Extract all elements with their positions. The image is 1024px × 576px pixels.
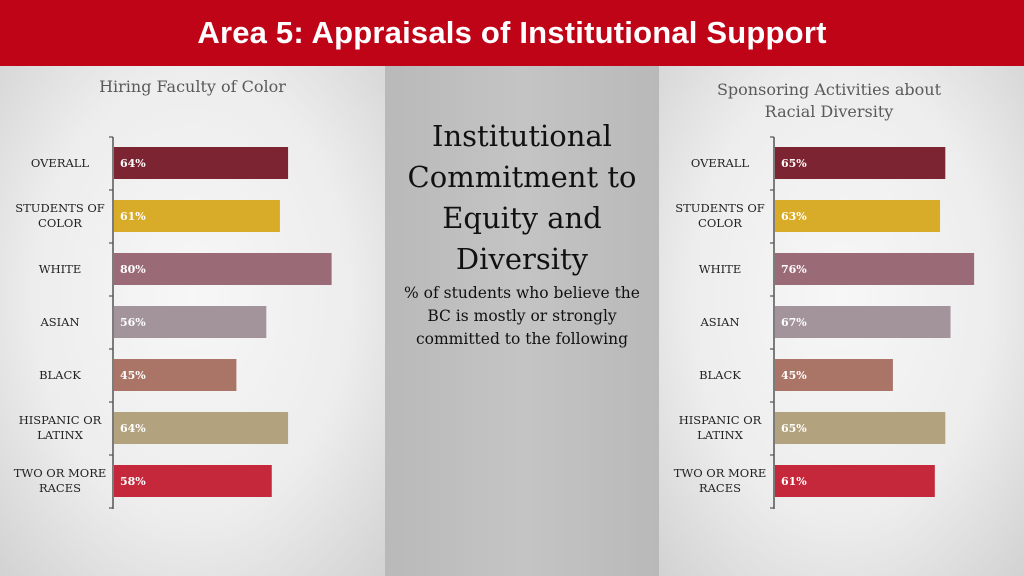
right-category-label-students-of-color: STUDENTS OF COLOR [675,201,765,230]
left-category-label-white: WHITE [39,262,81,276]
right-category-label-overall: OVERALL [691,156,750,170]
right-value-label-black: 45% [781,369,807,382]
left-value-label-two-or-more-races: 58% [120,475,146,488]
left-bar-hispanic-or-latinx [114,412,289,444]
right-bar-students-of-color [775,200,941,232]
right-value-label-asian: 67% [781,316,807,329]
left-value-label-hispanic-or-latinx: 64% [120,422,146,435]
right-bar-white [775,253,975,285]
center-title: Institutional Commitment to Equity and D… [407,119,637,276]
left-value-label-black: 45% [120,369,146,382]
left-category-label-two-or-more-races: TWO OR MORE RACES [14,466,107,495]
left-category-label-black: BLACK [39,368,81,382]
center-panel [385,66,659,576]
left-bar-white [114,253,332,285]
left-value-label-students-of-color: 61% [120,210,146,223]
center-subtitle: % of students who believe the BC is most… [404,284,640,348]
left-category-label-students-of-color: STUDENTS OF COLOR [15,201,105,230]
right-category-label-hispanic-or-latinx: HISPANIC OR LATINX [679,413,762,442]
right-bar-two-or-more-races [775,465,935,497]
left-value-label-overall: 64% [120,157,146,170]
right-value-label-two-or-more-races: 61% [781,475,807,488]
left-category-label-hispanic-or-latinx: HISPANIC OR LATINX [19,413,102,442]
left-bar-students-of-color [114,200,280,232]
header-bar: Area 5: Appraisals of Institutional Supp… [0,0,1024,66]
right-bar-black [775,359,893,391]
left-bar-two-or-more-races [114,465,272,497]
left-bar-overall [114,147,289,179]
left-chart-title: Hiring Faculty of Color [99,77,286,96]
right-bar-asian [775,306,951,338]
left-bar-asian [114,306,267,338]
left-value-label-white: 80% [120,263,146,276]
right-category-label-two-or-more-races: TWO OR MORE RACES [674,466,767,495]
left-category-label-asian: ASIAN [39,315,79,329]
right-value-label-white: 76% [781,263,807,276]
right-value-label-overall: 65% [781,157,807,170]
right-chart-title: Sponsoring Activities about Racial Diver… [716,80,942,121]
right-category-label-black: BLACK [699,368,741,382]
right-bar-hispanic-or-latinx [775,412,946,444]
right-value-label-hispanic-or-latinx: 65% [781,422,807,435]
left-bar-black [114,359,237,391]
right-value-label-students-of-color: 63% [781,210,807,223]
right-category-label-asian: ASIAN [699,315,739,329]
page-title: Area 5: Appraisals of Institutional Supp… [197,15,827,50]
left-category-label-overall: OVERALL [31,156,90,170]
right-category-label-white: WHITE [699,262,741,276]
right-bar-overall [775,147,946,179]
left-value-label-asian: 56% [120,316,146,329]
